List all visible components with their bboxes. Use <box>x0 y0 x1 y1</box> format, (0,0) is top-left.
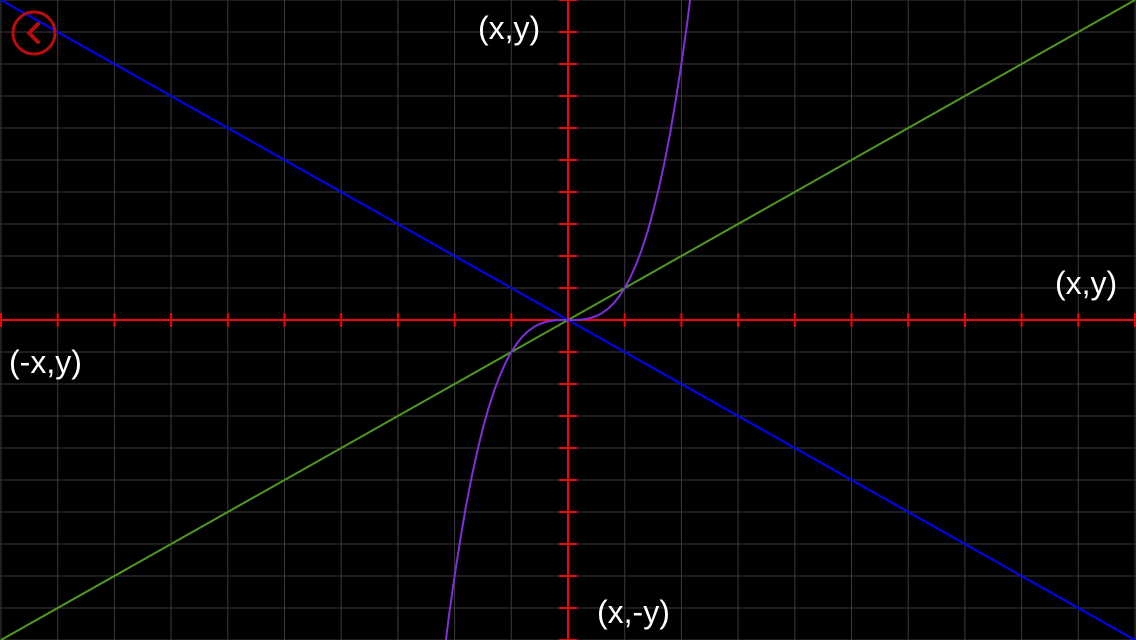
quadrant-label-top: (x,y) <box>478 10 540 46</box>
quadrant-label-right: (x,y) <box>1055 265 1117 301</box>
chevron-left-icon <box>11 10 57 56</box>
quadrant-label-bottom: (x,-y) <box>597 594 670 630</box>
back-button[interactable] <box>11 10 57 56</box>
quadrant-label-left: (-x,y) <box>9 344 82 380</box>
series-curve-purple <box>444 0 692 640</box>
